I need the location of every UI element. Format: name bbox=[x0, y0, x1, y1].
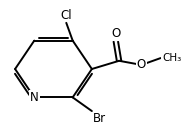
Text: O: O bbox=[137, 58, 146, 71]
Text: N: N bbox=[30, 91, 39, 104]
Text: Br: Br bbox=[93, 112, 106, 125]
Text: O: O bbox=[111, 27, 120, 40]
Text: Cl: Cl bbox=[60, 9, 72, 22]
Text: CH₃: CH₃ bbox=[162, 53, 181, 63]
